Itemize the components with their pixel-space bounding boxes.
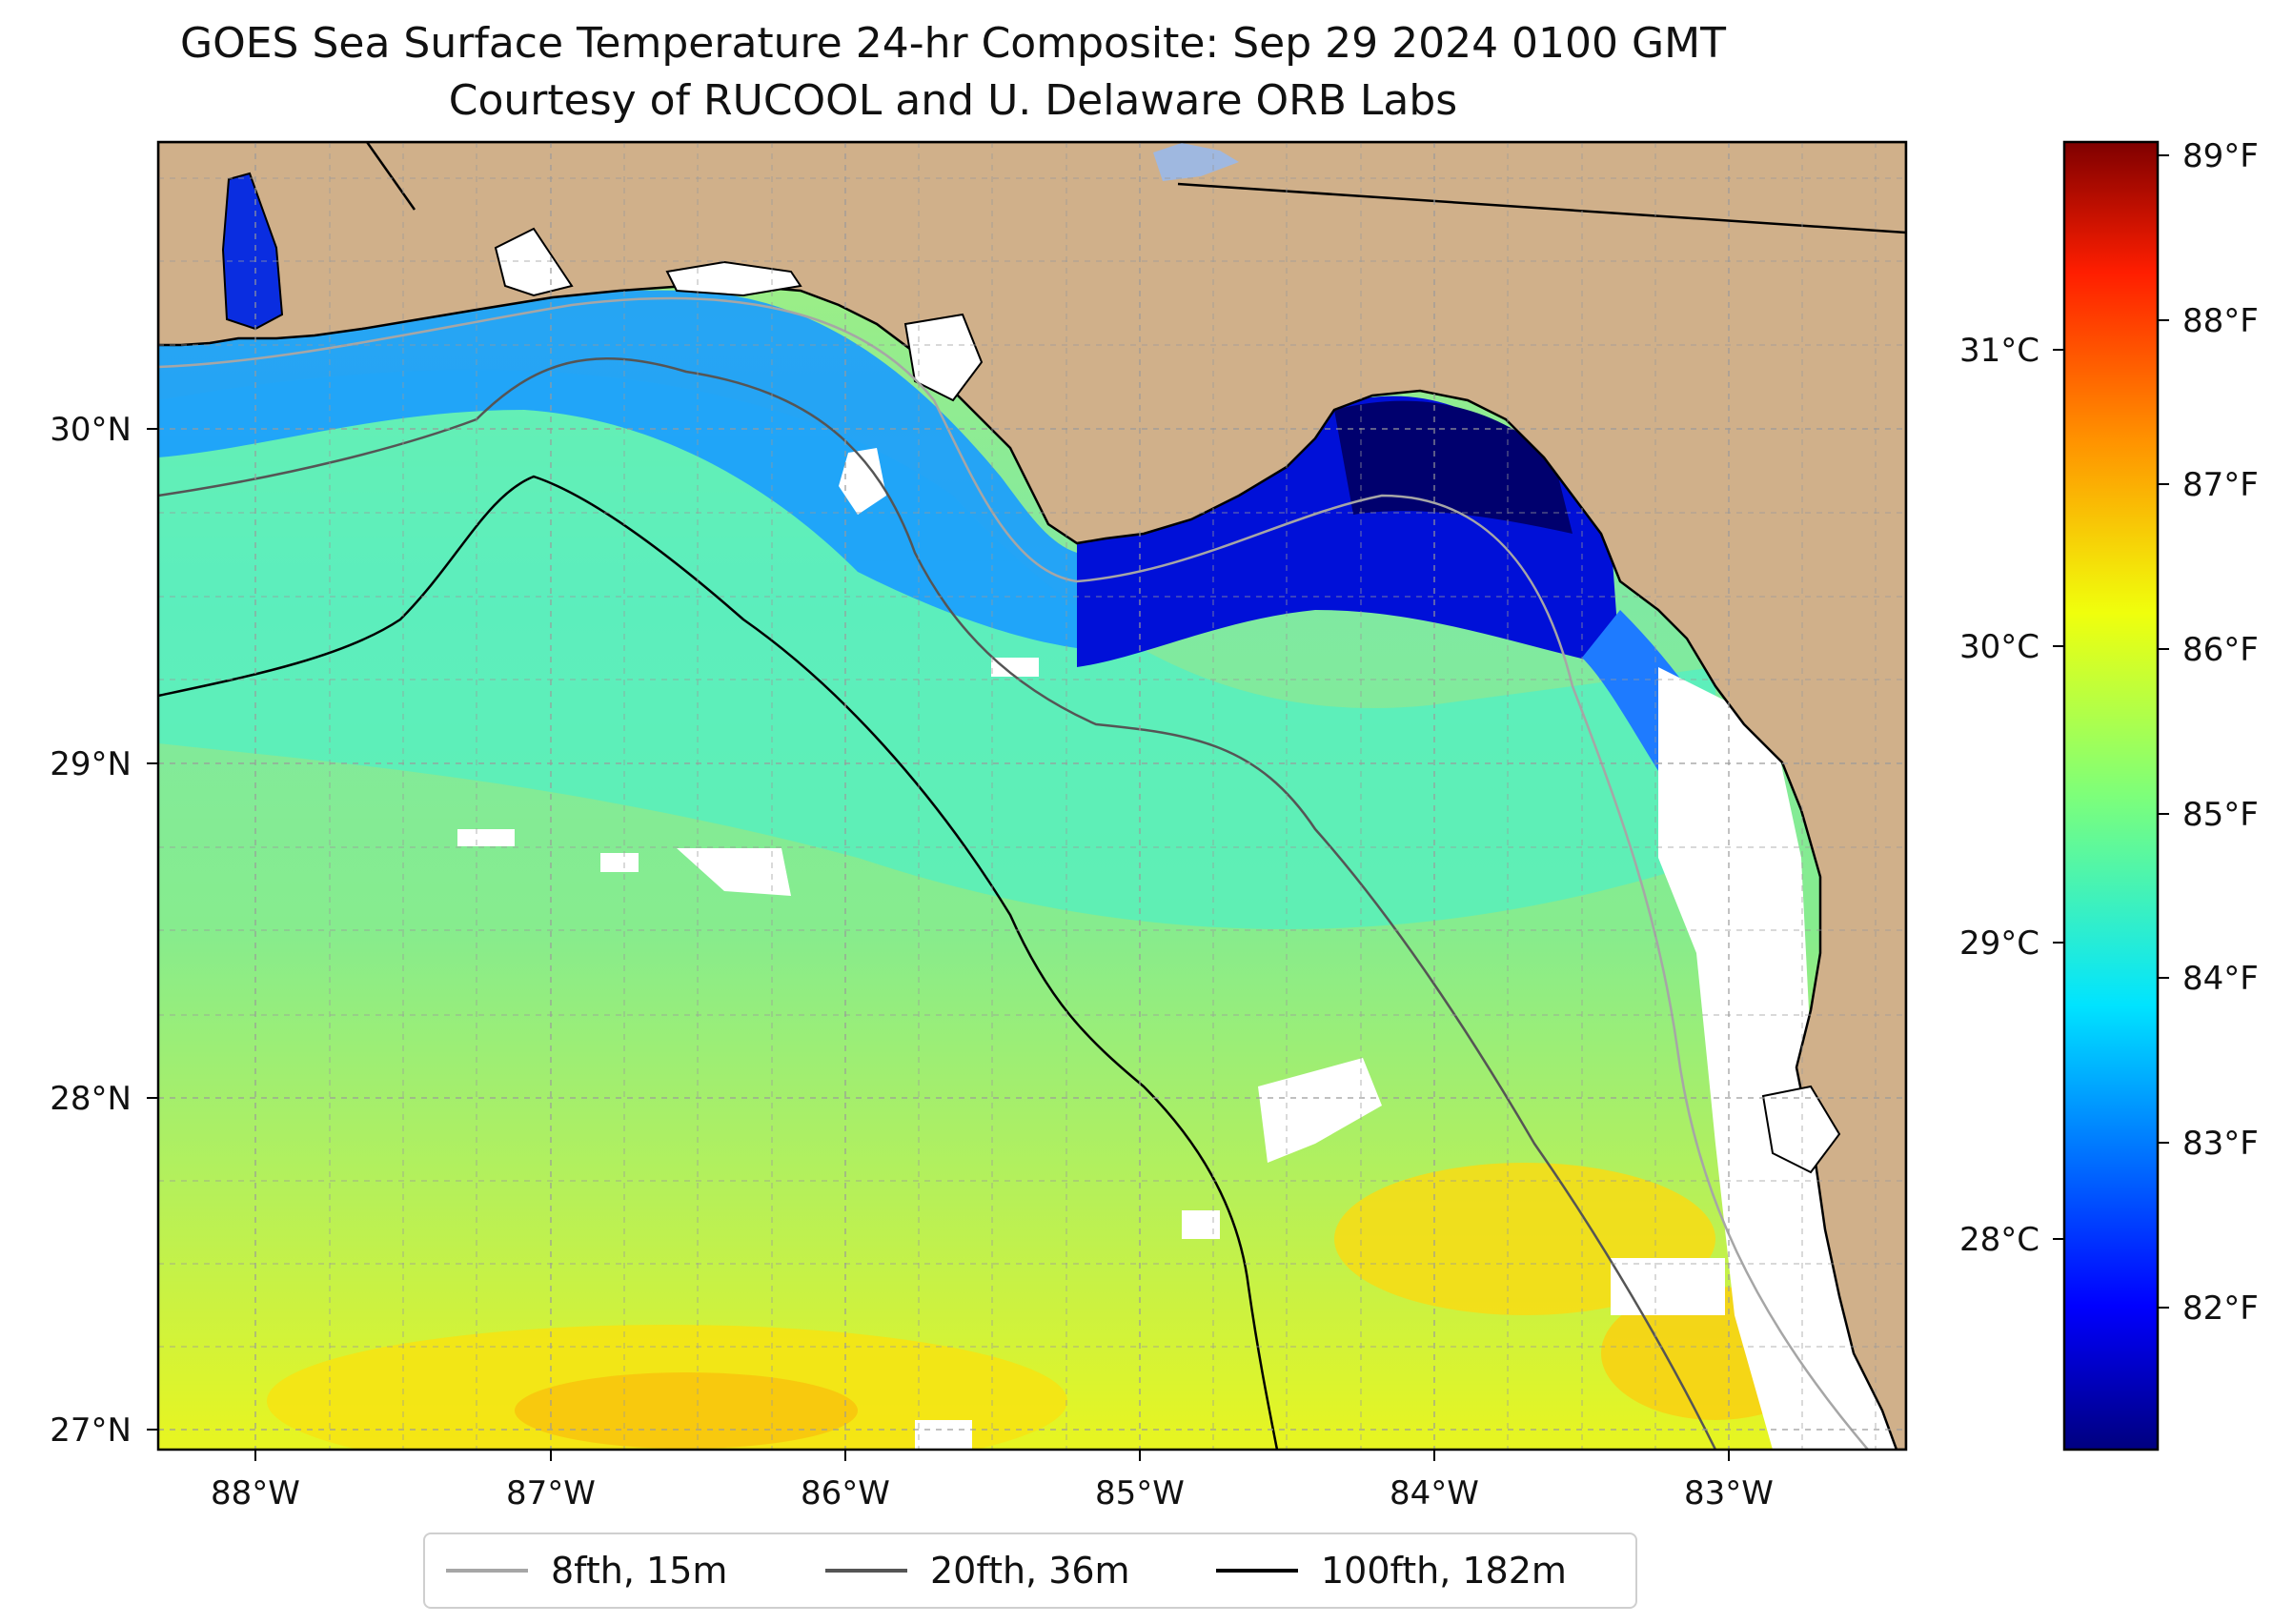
- legend-item-20fth: 20fth, 36m: [825, 1534, 1130, 1607]
- warm-core-south: [515, 1372, 858, 1449]
- map-title: GOES Sea Surface Temperature 24-hr Compo…: [180, 19, 1726, 68]
- legend-swatch-100fth: [1216, 1569, 1298, 1573]
- no-data-patch: [677, 848, 791, 896]
- lake: [1153, 143, 1239, 181]
- y-tick-label: 30°N: [50, 411, 132, 449]
- map-subtitle: Courtesy of RUCOOL and U. Delaware ORB L…: [448, 76, 1458, 125]
- y-tick-label: 28°N: [50, 1080, 132, 1118]
- isobath-legend: 8fth, 15m 20fth, 36m 100fth, 182m: [423, 1533, 1637, 1609]
- fahrenheit-tick-label: 89°F: [2182, 137, 2259, 175]
- state-border-line: [1177, 182, 1906, 234]
- no-data-patch: [1182, 1210, 1220, 1239]
- state-border-line: [365, 142, 416, 211]
- fahrenheit-tick-label: 85°F: [2182, 796, 2259, 834]
- x-tick-marks: [254, 1450, 1730, 1461]
- colorbar-tick-marks: [2053, 154, 2169, 1309]
- st-andrews-bay: [903, 313, 984, 402]
- legend-swatch-20fth: [825, 1569, 907, 1573]
- sst-field: [158, 142, 1906, 1450]
- cyan-band: [158, 370, 1715, 929]
- x-tick-label: 84°W: [1390, 1474, 1479, 1512]
- legend-item-100fth: 100fth, 182m: [1216, 1534, 1567, 1607]
- fahrenheit-tick-label: 88°F: [2182, 302, 2259, 340]
- legend-item-8fth: 8fth, 15m: [446, 1534, 727, 1607]
- celsius-tick-label: 31°C: [1959, 332, 2039, 370]
- x-tick-label: 87°W: [506, 1474, 596, 1512]
- y-tick-label: 29°N: [50, 745, 132, 783]
- fahrenheit-tick-label: 87°F: [2182, 466, 2259, 504]
- no-data-patch: [1611, 1258, 1725, 1315]
- celsius-tick-label: 30°C: [1959, 628, 2039, 666]
- isobath-15m: [158, 296, 1869, 1450]
- x-tick-label: 88°W: [211, 1474, 300, 1512]
- x-tick-label: 83°W: [1684, 1474, 1774, 1512]
- legend-swatch-8fth: [446, 1569, 528, 1573]
- no-data-patch: [915, 1420, 972, 1450]
- fahrenheit-tick-label: 84°F: [2182, 960, 2259, 998]
- legend-label: 20fth, 36m: [930, 1550, 1130, 1592]
- no-data-patch: [991, 658, 1039, 677]
- y-tick-marks: [147, 428, 158, 1431]
- legend-label: 100fth, 182m: [1321, 1550, 1567, 1592]
- legend-label: 8fth, 15m: [551, 1550, 728, 1592]
- land-area: [158, 142, 1906, 1450]
- fahrenheit-tick-label: 83°F: [2182, 1125, 2259, 1163]
- big-bend-coldest-water: [1334, 400, 1573, 534]
- isobath-182m: [158, 475, 1279, 1450]
- pensacola-bay: [494, 227, 574, 297]
- graticule: [158, 142, 1906, 1450]
- choctawhatchee-bay: [665, 260, 802, 297]
- mobile-bay-outline: [221, 172, 284, 331]
- x-tick-label: 86°W: [801, 1474, 890, 1512]
- no-data-patch: [1258, 1058, 1382, 1163]
- colorbar: [2062, 140, 2160, 1451]
- y-tick-label: 27°N: [50, 1411, 132, 1450]
- no-data-patch: [839, 448, 886, 515]
- tampa-bay: [1761, 1085, 1841, 1174]
- no-data-patch: [600, 853, 639, 872]
- celsius-tick-label: 29°C: [1959, 924, 2039, 963]
- fahrenheit-tick-label: 82°F: [2182, 1289, 2259, 1328]
- isobath-36m: [158, 356, 1717, 1450]
- map-frame: [156, 140, 1908, 1451]
- coastal-cool-band: [158, 290, 1077, 648]
- celsius-tick-label: 28°C: [1959, 1221, 2039, 1259]
- x-tick-label: 85°W: [1095, 1474, 1185, 1512]
- no-data-patch: [457, 829, 515, 846]
- fahrenheit-tick-label: 86°F: [2182, 631, 2259, 669]
